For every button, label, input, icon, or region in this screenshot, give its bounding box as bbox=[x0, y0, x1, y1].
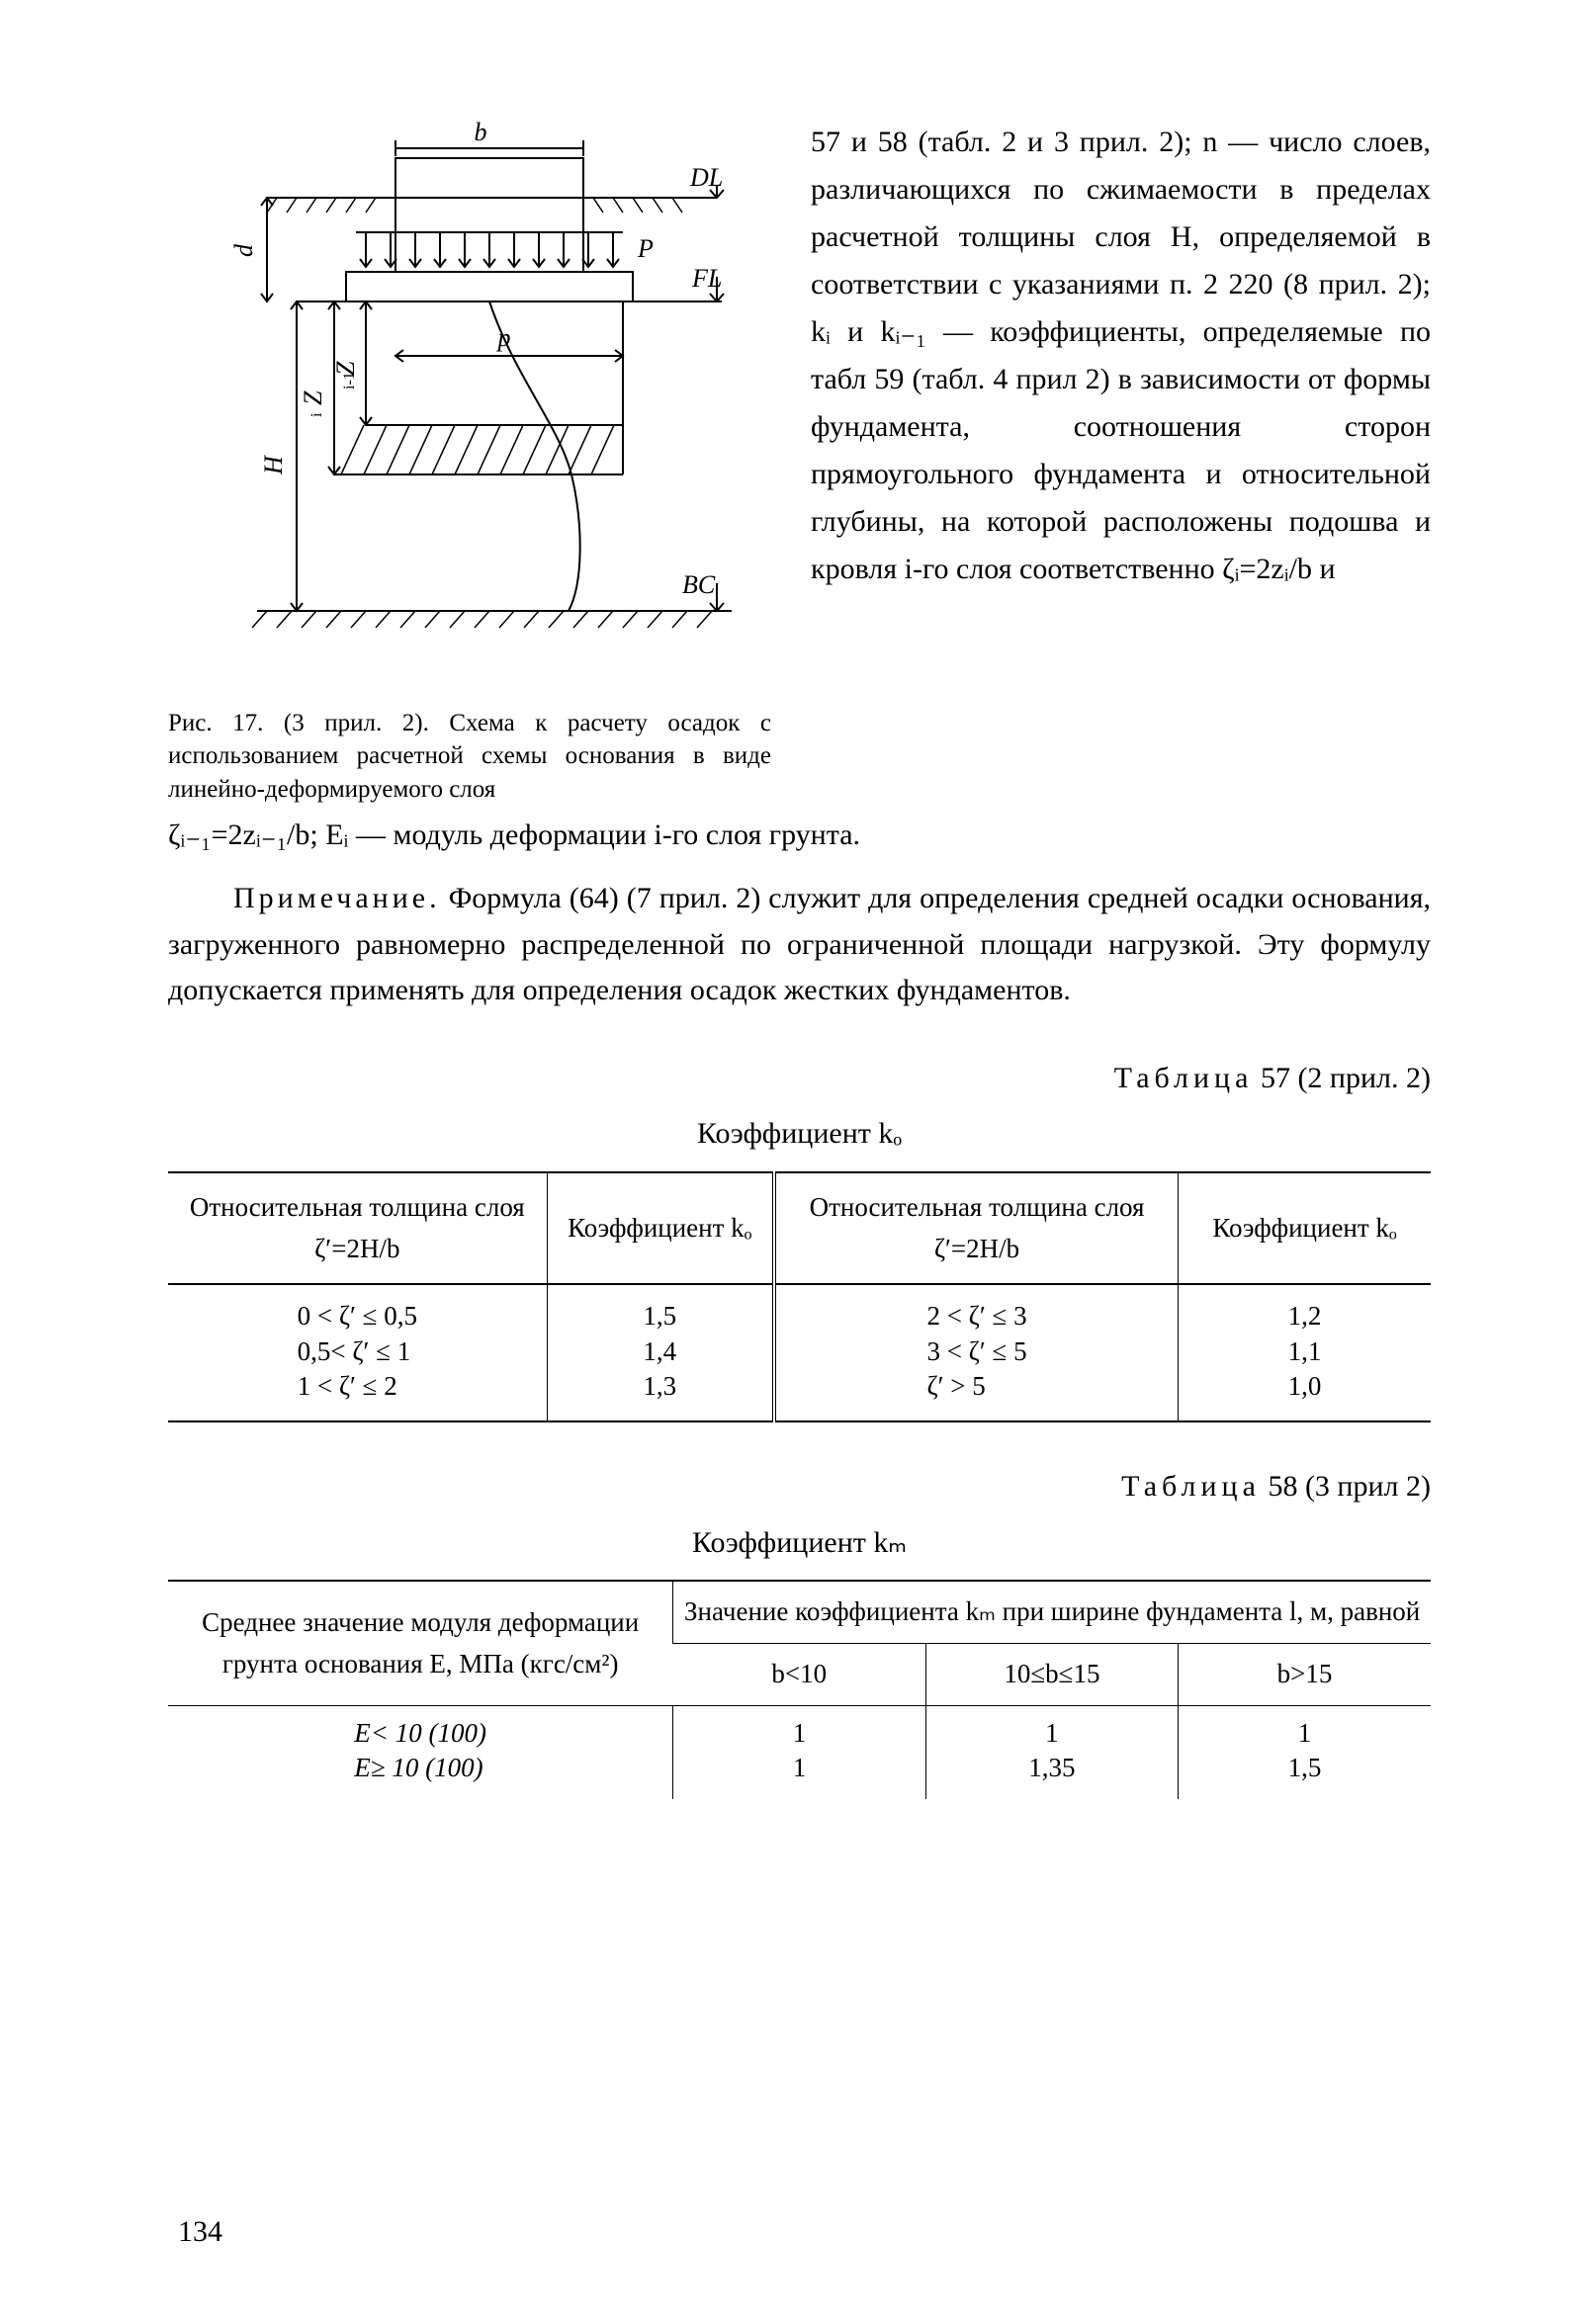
t58-h-right: Значение коэффициента kₘ при ширине фунд… bbox=[673, 1581, 1431, 1643]
table58-title: Коэффициент kₘ bbox=[168, 1520, 1431, 1567]
table58: Среднее значение модуля деформации грунт… bbox=[168, 1580, 1431, 1799]
diagram-svg: b DL bbox=[168, 119, 771, 672]
table57-label: Таблица 57 (2 прил. 2) bbox=[168, 1056, 1431, 1102]
top-text: 57 и 58 (табл. 2 и 3 прил. 2); n — число… bbox=[811, 119, 1431, 593]
table57-title: Коэффициент kₒ bbox=[168, 1111, 1431, 1158]
svg-text:Z: Z bbox=[299, 390, 327, 405]
label-P: P bbox=[637, 234, 654, 263]
t57-h1: Относительная толщина слоя ζ′=2H/b bbox=[168, 1172, 547, 1285]
label-dl: DL bbox=[689, 163, 723, 192]
note-lead: Примечание. bbox=[233, 882, 441, 914]
page-number: 134 bbox=[178, 2209, 222, 2256]
t58-h-r2: 10≤b≤15 bbox=[925, 1644, 1178, 1706]
t57-h2: Коэффициент kₒ bbox=[547, 1172, 774, 1285]
note-paragraph: Примечание. Формула (64) (7 прил. 2) слу… bbox=[168, 876, 1431, 1014]
table-row: E< 10 (100) E≥ 10 (100) 1 1 1 1,35 1 1,5 bbox=[168, 1706, 1431, 1799]
t58-h-r1: b<10 bbox=[673, 1644, 925, 1706]
label-H: H bbox=[259, 455, 288, 475]
label-b: b bbox=[475, 119, 487, 146]
svg-text:i-1: i-1 bbox=[341, 372, 358, 389]
t58-h-left: Среднее значение модуля деформации грунт… bbox=[168, 1581, 673, 1705]
label-d: d bbox=[229, 243, 258, 257]
figure-column: b DL bbox=[168, 119, 771, 807]
figure-caption: Рис. 17. (3 прил. 2). Схема к расчету ос… bbox=[168, 707, 771, 807]
t58-h-r3: b>15 bbox=[1179, 1644, 1431, 1706]
top-block: b DL bbox=[168, 119, 1431, 807]
t57-h3: Относительная толщина слоя ζ′=2H/b bbox=[774, 1172, 1179, 1285]
table58-label: Таблица 58 (3 прил 2) bbox=[168, 1464, 1431, 1510]
table57: Относительная толщина слоя ζ′=2H/b Коэфф… bbox=[168, 1171, 1431, 1423]
page: b DL bbox=[0, 0, 1579, 2324]
svg-text:i: i bbox=[308, 412, 325, 417]
label-bc: BC bbox=[682, 570, 716, 599]
t57-h4: Коэффициент kₒ bbox=[1179, 1172, 1431, 1285]
continuation-text: ζᵢ₋₁=2zᵢ₋₁/b; Eᵢ — модуль деформации i-г… bbox=[168, 813, 1431, 859]
table-row: 0 < ζ′ ≤ 0,5 0,5< ζ′ ≤ 1 1 < ζ′ ≤ 2 1,5 … bbox=[168, 1284, 1431, 1421]
